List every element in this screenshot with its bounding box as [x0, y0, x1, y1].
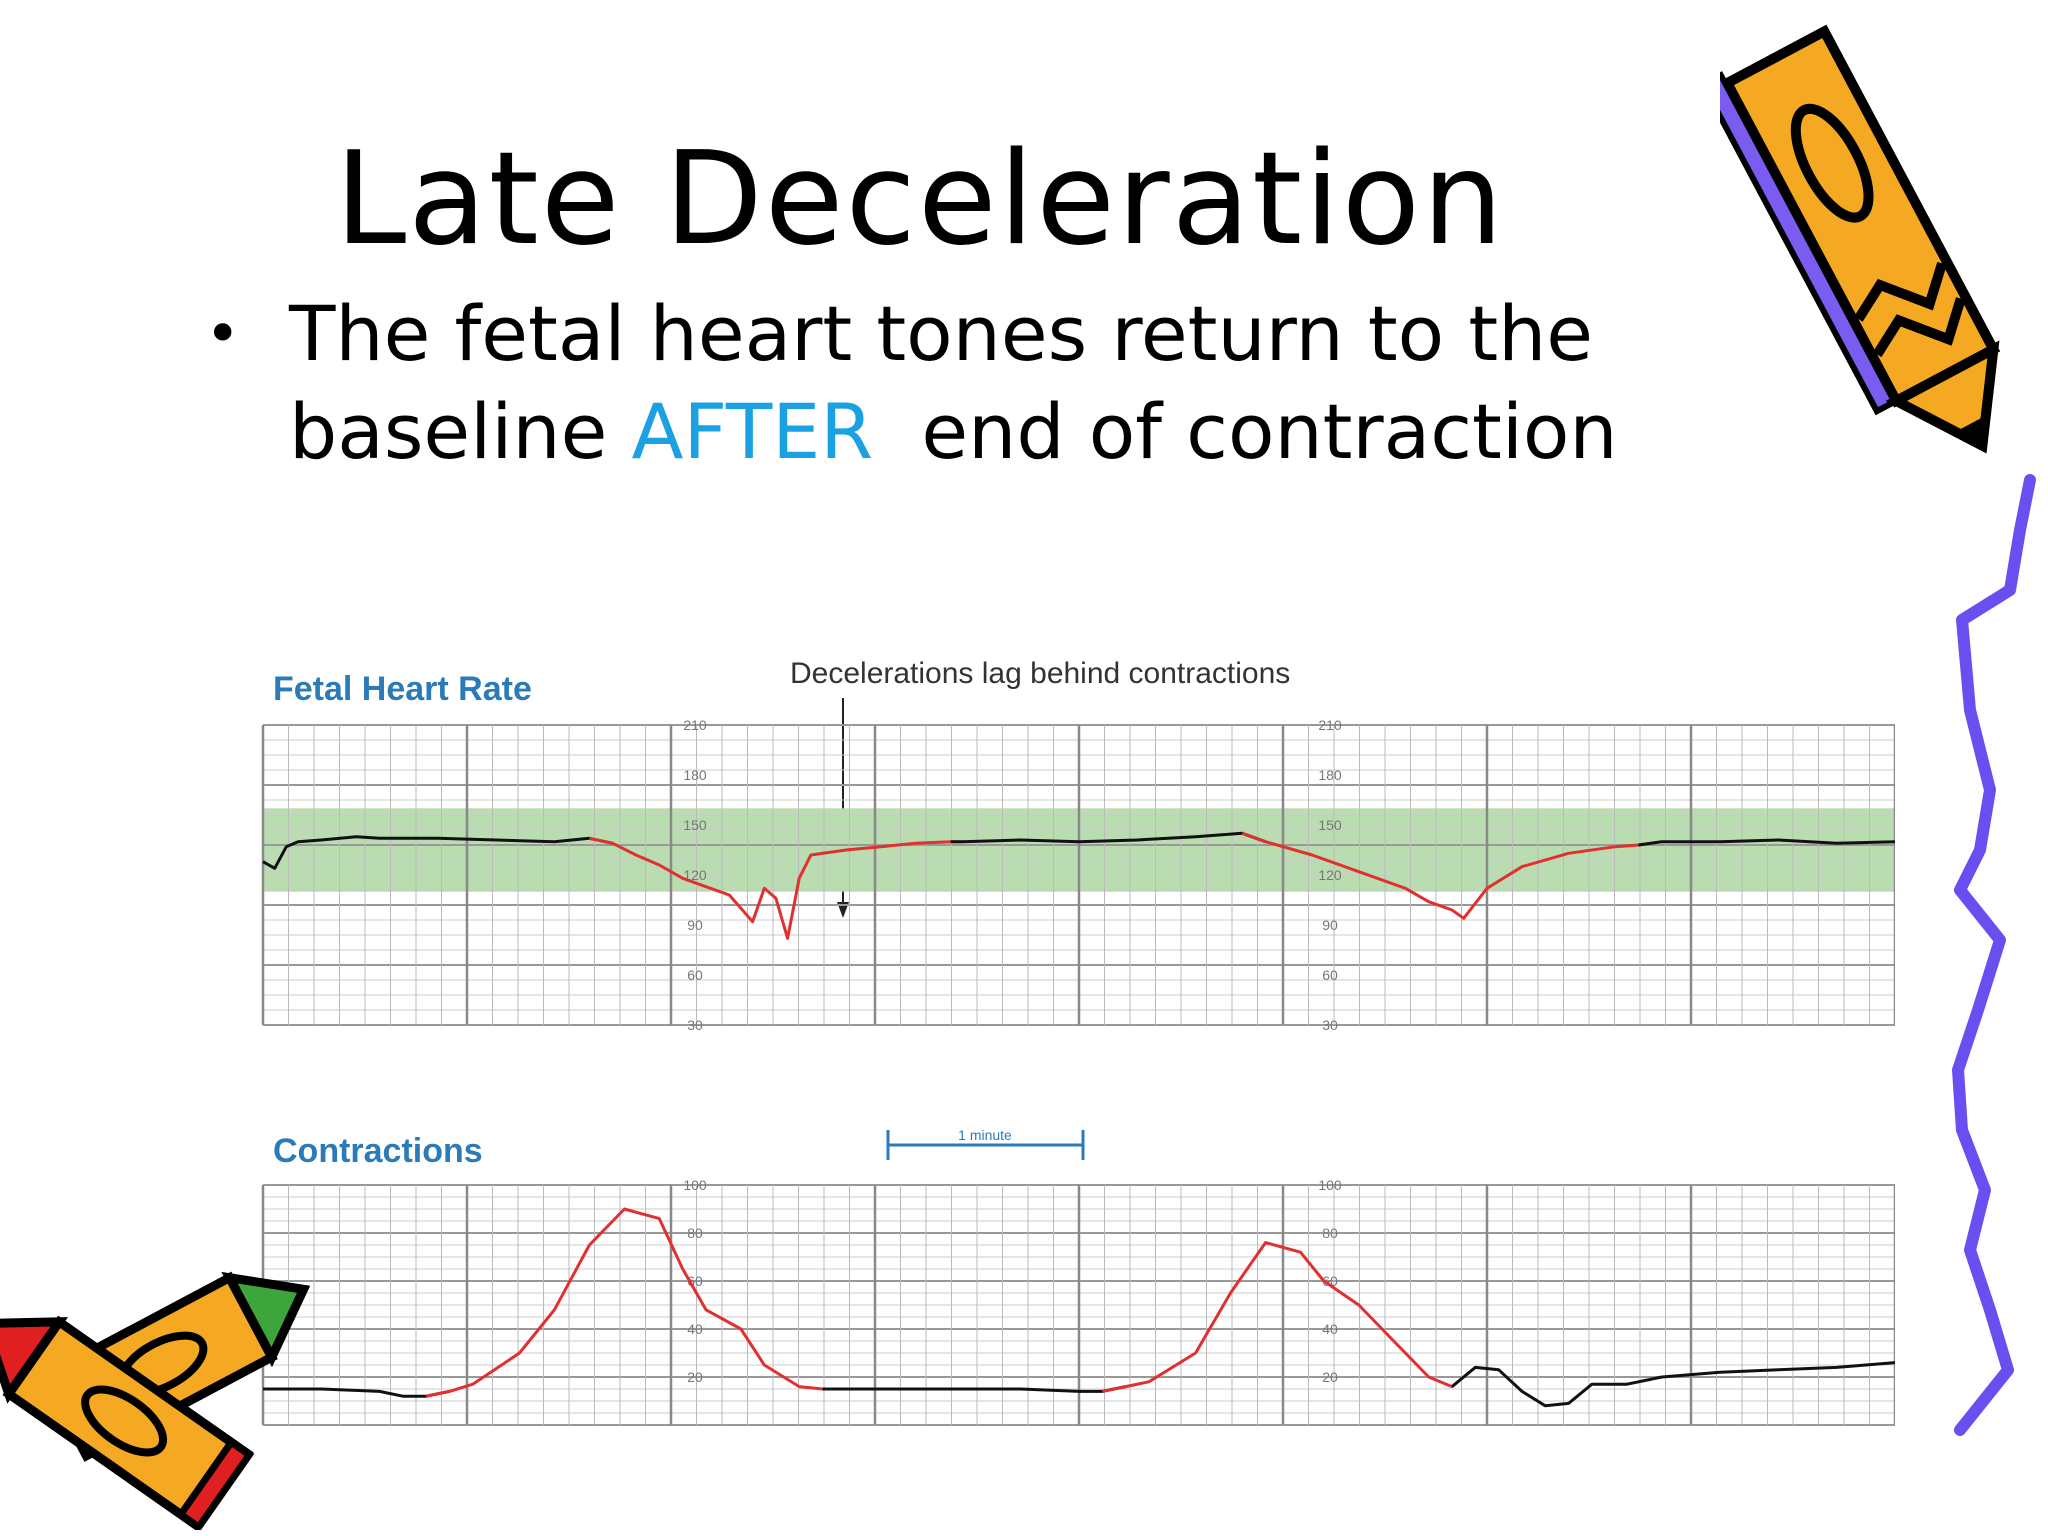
y-tick-label: 20	[687, 1369, 703, 1385]
y-tick-label: 100	[683, 1177, 707, 1193]
after-emphasis: AFTER	[631, 387, 874, 476]
y-tick-label: 90	[687, 917, 703, 933]
crayons-icon	[0, 1271, 310, 1530]
y-tick-label: 60	[687, 967, 703, 983]
bullet-dot: •	[205, 299, 241, 369]
y-tick-label: 120	[1318, 867, 1342, 883]
y-tick-label: 60	[1322, 1273, 1338, 1289]
bullet-line-2-end: end of contraction	[873, 387, 1618, 476]
y-tick-label: 180	[683, 767, 707, 783]
bullet-line-2: baseline AFTER end of contraction	[289, 383, 1689, 481]
pencil-icon	[1720, 24, 2001, 454]
y-tick-label: 40	[1322, 1321, 1338, 1337]
fhr-panel: 210 180 150 120 90 60 30 210 180 150 120 90 60 30	[261, 717, 1895, 1033]
y-tick-label: 210	[683, 717, 707, 733]
y-tick-label: 30	[687, 1017, 703, 1033]
fhr-panel-label: Fetal Heart Rate	[273, 670, 532, 708]
bullet-line-2-start: baseline	[289, 387, 632, 476]
slide-title: Late Deceleration	[334, 125, 1506, 274]
ctg-figure: Fetal Heart Rate Decelerations lag behin…	[261, 657, 1895, 1426]
uc-trace-highlight	[1101, 1241, 1477, 1393]
scale-bar-label: 1 minute	[958, 1127, 1012, 1143]
fhr-trace	[950, 831, 1267, 844]
y-tick-label: 210	[1318, 717, 1342, 733]
y-tick-label: 120	[683, 867, 707, 883]
fhr-trace-highlight	[1241, 831, 1663, 920]
y-tick-label: 30	[1322, 1017, 1338, 1033]
fhr-trace	[1638, 838, 1895, 847]
y-tick-label: 20	[1322, 1369, 1338, 1385]
fhr-trace	[262, 835, 614, 870]
contractions-panel-label: Contractions	[273, 1132, 483, 1170]
y-tick-label: 60	[1322, 967, 1338, 983]
bullet-text: The fetal heart tones return to the base…	[289, 285, 1689, 481]
zigzag-border-decoration	[1952, 474, 2036, 1436]
y-tick-label: 80	[1322, 1225, 1338, 1241]
fhr-grid: 210 180 150 120 90 60 30 210 180 150 120 90 60 30	[261, 717, 1895, 1033]
uc-trace-highlight	[425, 1207, 870, 1398]
bullet-line-1: The fetal heart tones return to the	[289, 289, 1594, 378]
y-tick-label: 90	[1322, 917, 1338, 933]
y-tick-label: 180	[1318, 767, 1342, 783]
y-tick-label: 150	[1318, 817, 1342, 833]
fhr-trace-highlight	[589, 836, 963, 940]
y-tick-label: 100	[1318, 1177, 1342, 1193]
y-tick-label: 80	[687, 1225, 703, 1241]
uc-trace	[1451, 1361, 1895, 1408]
y-tick-label: 40	[687, 1321, 703, 1337]
lag-annotation: Decelerations lag behind contractions	[790, 657, 1290, 690]
y-tick-label: 150	[683, 817, 707, 833]
